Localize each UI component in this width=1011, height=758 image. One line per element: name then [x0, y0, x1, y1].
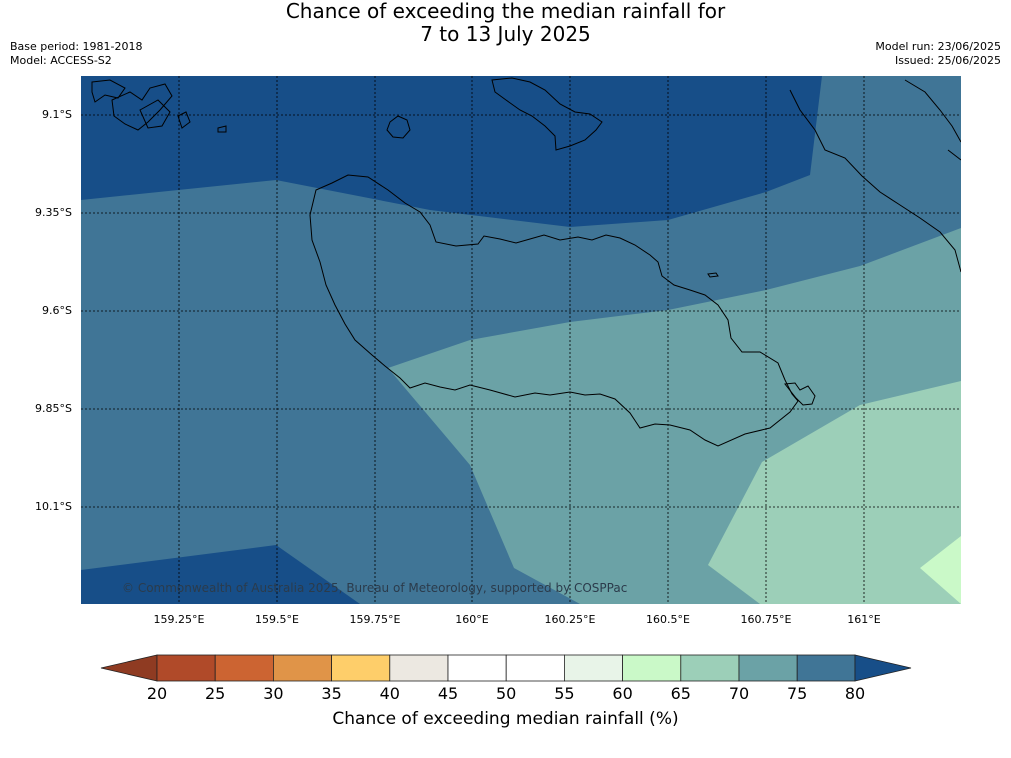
model-name: Model: ACCESS-S2 [10, 54, 112, 67]
lon-label-8: 161°E [847, 613, 881, 626]
coastline-northwest-islands [91, 79, 227, 133]
colorbar-bin-75-80 [796, 654, 856, 682]
model-run: Model run: 23/06/2025 [875, 40, 1001, 53]
field-65-70 [708, 381, 961, 604]
colorbar-bin-70-75 [738, 654, 798, 682]
coastline-round-islet [386, 115, 411, 139]
lon-label-7: 160.75°E [740, 613, 792, 626]
colorbar-tick: 50 [496, 684, 517, 703]
graticule [81, 76, 961, 604]
colorbar-tick: 80 [844, 684, 866, 703]
meta-right: Model run: 23/06/2025 Issued: 25/06/2025 [875, 40, 1001, 68]
lat-label-3: 9.6°S [42, 304, 72, 317]
colorbar-title: Chance of exceeding median rainfall (%) [332, 709, 679, 729]
colorbar-tick: 30 [263, 684, 284, 703]
colorbar-tick: 75 [787, 684, 808, 703]
lon-label-2: 159.5°E [255, 613, 299, 626]
lat-label-5: 10.1°S [35, 500, 72, 513]
issued-date: Issued: 25/06/2025 [894, 54, 1001, 67]
colorbar-tick: 40 [379, 684, 400, 703]
coastlines [91, 77, 961, 447]
colorbar-under-arrow [100, 654, 158, 682]
title-line-1: Chance of exceeding the median rainfall … [285, 0, 726, 23]
lon-label-3: 159.75°E [349, 613, 401, 626]
lat-label-1: 9.1°S [42, 108, 72, 121]
colorbar-bin-60-65 [622, 654, 682, 682]
coastline-small-islet-1 [707, 272, 719, 278]
title-line-2: 7 to 13 July 2025 [420, 22, 591, 46]
lon-label-1: 159.25°E [153, 613, 205, 626]
lat-label-2: 9.35°S [35, 206, 72, 219]
colorbar-tick: 65 [670, 684, 691, 703]
copyright-notice: © Commonwealth of Australia 2025, Bureau… [122, 581, 627, 595]
colorbar-over-arrow [854, 654, 912, 682]
colorbar-tick: 70 [728, 684, 750, 703]
coastline-north-island [491, 77, 603, 151]
lat-label-4: 9.85°S [35, 402, 72, 415]
field-60-65 [920, 536, 961, 604]
colorbar-bin-65-70 [680, 654, 740, 682]
colorbar-tick: 25 [205, 684, 226, 703]
colorbar-bin-25-30 [214, 654, 274, 682]
meta-left: Base period: 1981-2018 Model: ACCESS-S2 [10, 40, 142, 68]
coastline-main-island [309, 174, 799, 447]
colorbar-tick: 45 [437, 684, 459, 703]
colorbar-bin-45-50 [447, 654, 507, 682]
coastline-east-islet [784, 382, 816, 406]
colorbar [100, 654, 912, 682]
colorbar-bin-50-55 [505, 654, 565, 682]
lon-label-6: 160.5°E [646, 613, 690, 626]
colorbar-tick: 20 [146, 684, 168, 703]
colorbar-bin-30-35 [272, 654, 332, 682]
colorbar-bin-20-25 [156, 654, 216, 682]
colorbar-tick: 55 [554, 684, 575, 703]
probability-fields [81, 76, 961, 604]
coastline-northeast-island [789, 79, 961, 273]
lon-label-5: 160.25°E [544, 613, 596, 626]
colorbar-bin-55-60 [564, 654, 624, 682]
base-period: Base period: 1981-2018 [10, 40, 143, 53]
lon-label-4: 160°E [455, 613, 489, 626]
colorbar-tick: 35 [321, 684, 342, 703]
map-title: Chance of exceeding the median rainfall … [0, 0, 1011, 46]
colorbar-bin-35-40 [331, 654, 391, 682]
colorbar-tick: 60 [612, 684, 633, 703]
colorbar-bin-40-45 [389, 654, 449, 682]
